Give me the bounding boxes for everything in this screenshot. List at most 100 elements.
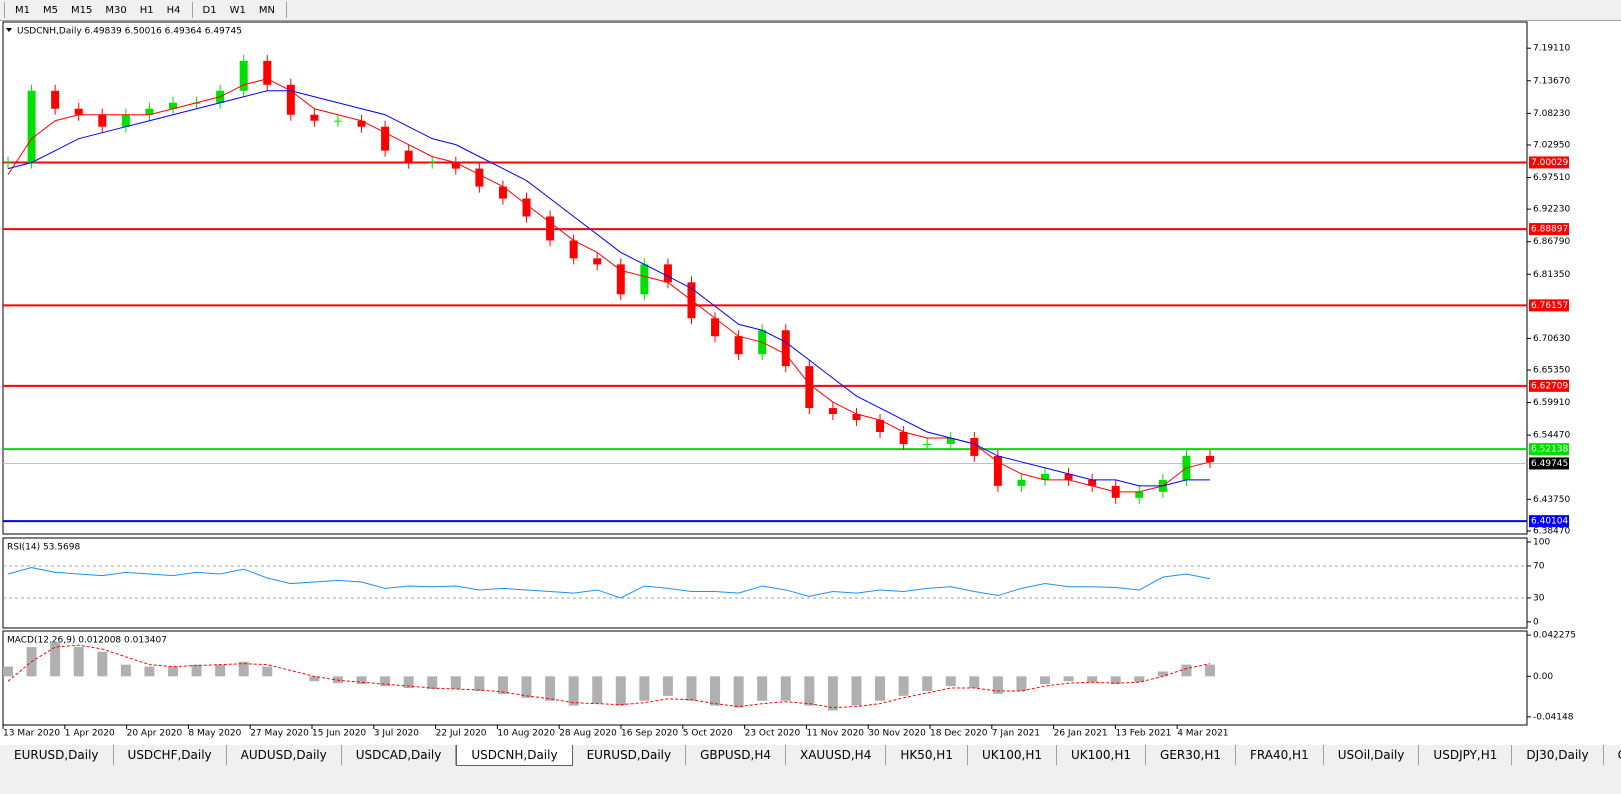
- chart-tab[interactable]: XAUUSD,H4: [786, 745, 887, 765]
- macd-bar: [73, 647, 84, 677]
- candle-body: [899, 431, 908, 444]
- chart-tab[interactable]: FRA40,H1: [1236, 745, 1324, 765]
- timeframe-button[interactable]: M30: [105, 4, 127, 16]
- candle-body: [168, 102, 177, 109]
- pane-title: RSI(14) 53.5698: [7, 543, 80, 553]
- y-tick-label: 0: [1533, 617, 1539, 627]
- x-tick-label: 3 Jul 2020: [374, 729, 419, 739]
- timeframe-button[interactable]: M1: [15, 4, 30, 16]
- y-tick-label: 30: [1533, 593, 1545, 603]
- y-tick-label: -0.04148: [1533, 712, 1574, 722]
- macd-bar: [875, 676, 886, 701]
- chart-tab[interactable]: DJ30,Daily: [1512, 745, 1604, 765]
- x-tick-label: 13 Mar 2020: [3, 729, 60, 739]
- macd-bar: [780, 676, 791, 701]
- timeframe-button[interactable]: W1: [229, 4, 246, 16]
- x-tick-label: 28 Aug 2020: [559, 729, 617, 739]
- chart-tab[interactable]: HK50,H1: [886, 745, 968, 765]
- chart-tab[interactable]: EURUSD,Daily: [573, 745, 687, 765]
- macd-bar: [262, 666, 273, 677]
- macd-bar: [50, 642, 61, 677]
- candle-body: [1206, 455, 1214, 462]
- candle-body: [286, 84, 295, 115]
- x-tick-label: 26 Jan 2021: [1054, 729, 1108, 739]
- candle-body: [98, 114, 107, 127]
- macd-bar: [238, 661, 249, 677]
- candle-body: [451, 162, 460, 169]
- chart-tab[interactable]: CHINA300,H1: [1604, 745, 1621, 765]
- level-label: 7.00029: [1531, 158, 1568, 168]
- chart-tab[interactable]: UK100,H1: [1057, 745, 1147, 765]
- x-tick-label: 27 May 2020: [250, 729, 309, 739]
- candle-body: [734, 336, 743, 355]
- macd-bar: [144, 666, 155, 677]
- moving-average: [7, 78, 1211, 493]
- macd-bar: [521, 676, 532, 698]
- macd-bar: [1063, 676, 1074, 682]
- signal-line: [7, 644, 1211, 709]
- chart-tab[interactable]: UK100,H1: [968, 745, 1057, 765]
- chart-tab[interactable]: USDCAD,Daily: [342, 745, 457, 765]
- macd-bar: [120, 664, 131, 677]
- timeframe-button[interactable]: H1: [139, 4, 154, 16]
- macd-bar: [615, 676, 626, 706]
- candle-body: [569, 240, 578, 259]
- timeframe-button[interactable]: M5: [43, 4, 58, 16]
- macd-bar: [474, 676, 485, 691]
- chart-tab[interactable]: EURUSD,Daily: [0, 745, 114, 765]
- macd-bar: [710, 676, 721, 706]
- candle-body: [263, 60, 272, 85]
- x-tick-label: 18 Dec 2020: [930, 729, 988, 739]
- candle-body: [1088, 479, 1097, 486]
- x-tick-label: 1 Apr 2020: [65, 729, 115, 739]
- macd-bar: [1205, 664, 1215, 677]
- chart-tab[interactable]: USOil,Daily: [1324, 745, 1420, 765]
- level-label-box: [1529, 223, 1569, 236]
- level-label: 6.62709: [1531, 381, 1568, 391]
- candle-body: [781, 330, 790, 367]
- x-tick-label: 5 Oct 2020: [683, 729, 733, 739]
- level-label: 6.52138: [1531, 445, 1568, 455]
- y-tick-label: 6.81350: [1533, 270, 1570, 280]
- macd-bar: [1040, 676, 1051, 685]
- menu-arrow: [6, 28, 12, 32]
- timeframe-button[interactable]: H4: [166, 4, 181, 16]
- level-label-box: [1529, 299, 1569, 312]
- level-label: 6.76157: [1531, 301, 1568, 311]
- candle-body: [51, 90, 60, 109]
- chart-tab[interactable]: USDJPY,H1: [1419, 745, 1513, 765]
- candle-body: [27, 90, 36, 163]
- chart-tab[interactable]: GBPUSD,H4: [686, 745, 786, 765]
- candle-body: [946, 437, 955, 444]
- y-tick-label: 7.19110: [1533, 44, 1570, 54]
- rsi-line: [7, 567, 1211, 599]
- macd-bar: [1087, 676, 1098, 683]
- candle-body: [876, 420, 885, 432]
- timeframe-button[interactable]: D1: [202, 4, 217, 16]
- x-tick-label: 13 Feb 2021: [1115, 729, 1171, 739]
- level-label-box: [1529, 515, 1569, 528]
- candle-body: [1041, 473, 1050, 480]
- chart-tab[interactable]: USDCHF,Daily: [114, 745, 227, 765]
- y-tick-label: 7.08230: [1533, 109, 1570, 119]
- macd-bar: [804, 676, 815, 706]
- macd-bar: [733, 676, 744, 708]
- candle-body: [593, 258, 602, 265]
- candle-body: [333, 120, 342, 122]
- macd-bar: [757, 676, 768, 701]
- candle-body: [852, 414, 861, 421]
- timeframe-button[interactable]: MN: [258, 4, 275, 16]
- chart-tab[interactable]: AUDUSD,Daily: [227, 745, 342, 765]
- candle-body: [970, 437, 979, 456]
- candle-body: [357, 120, 366, 127]
- x-tick-label: 15 Jun 2020: [312, 729, 366, 739]
- chart-tab[interactable]: GER30,H1: [1146, 745, 1236, 765]
- candle-body: [4, 162, 12, 164]
- timeframe-button[interactable]: M15: [71, 4, 93, 16]
- macd-bar: [97, 651, 108, 677]
- toolbar: M1 M5 M15 M30 H1 H4 D1 W1 MN: [0, 0, 1621, 21]
- macd-bar: [568, 676, 579, 706]
- chart-tab[interactable]: USDCNH,Daily: [456, 745, 573, 766]
- macd-bar: [1157, 671, 1168, 677]
